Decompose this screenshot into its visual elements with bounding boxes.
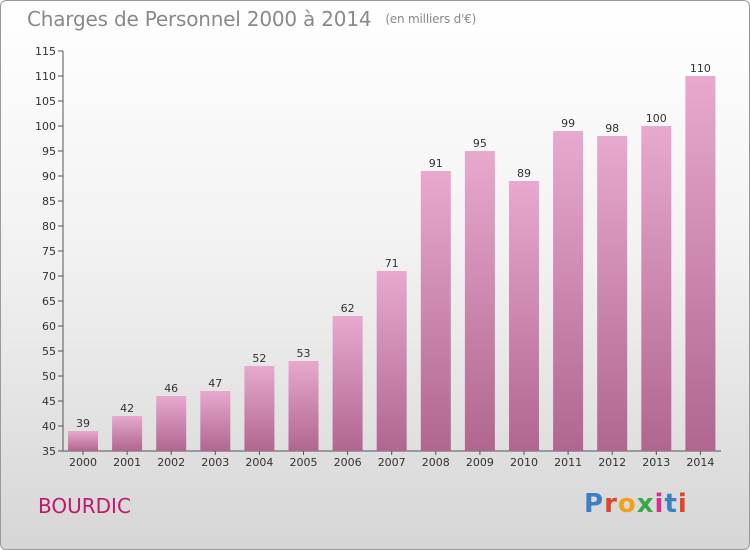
value-label: 91 — [429, 157, 443, 170]
value-label: 62 — [341, 302, 355, 315]
y-tick-label: 70 — [42, 270, 56, 283]
value-label: 95 — [473, 137, 487, 150]
y-tick-label: 110 — [35, 70, 56, 83]
x-tick-label: 2001 — [113, 456, 141, 469]
bar-2009 — [464, 151, 495, 451]
bar-2011 — [553, 131, 584, 451]
x-tick-label: 2014 — [686, 456, 714, 469]
bar-2003 — [200, 391, 231, 451]
bar-2004 — [244, 366, 275, 451]
y-tick-label: 55 — [42, 345, 56, 358]
bar-2001 — [112, 416, 143, 451]
x-tick-label: 2009 — [466, 456, 494, 469]
y-tick-label: 65 — [42, 295, 56, 308]
value-label: 39 — [76, 417, 90, 430]
y-tick-label: 85 — [42, 195, 56, 208]
value-label: 42 — [120, 402, 134, 415]
x-tick-label: 2007 — [378, 456, 406, 469]
chart-title-text: Charges de Personnel 2000 à 2014 — [27, 7, 372, 31]
bar-2010 — [509, 181, 539, 451]
x-tick-label: 2012 — [598, 456, 626, 469]
value-label: 71 — [385, 257, 399, 270]
logo-letter: P — [584, 489, 605, 519]
bars — [68, 76, 716, 451]
y-tick-label: 90 — [42, 170, 56, 183]
bar-2007 — [376, 271, 407, 451]
bar-2008 — [420, 171, 451, 451]
chart-title: Charges de Personnel 2000 à 2014 (en mill… — [27, 7, 476, 31]
bar-2000 — [68, 431, 98, 451]
value-label: 98 — [605, 122, 619, 135]
value-label: 100 — [646, 112, 667, 125]
x-tick-label: 2002 — [157, 456, 185, 469]
y-tick-label: 35 — [42, 445, 56, 458]
x-tick-label: 2003 — [201, 456, 229, 469]
bar-2013 — [641, 126, 672, 451]
y-tick-label: 80 — [42, 220, 56, 233]
bar-2012 — [597, 136, 628, 451]
bar-2005 — [288, 361, 319, 451]
commune-name: BOURDIC — [38, 494, 131, 518]
value-label: 52 — [252, 352, 266, 365]
axes: 35 40 45 50 55 60 65 70 75 80 85 90 95 100 105 110 115 20… — [35, 45, 721, 469]
y-tick-label: 105 — [35, 95, 56, 108]
y-tick-label: 50 — [42, 370, 56, 383]
logo-letter: x — [636, 489, 655, 519]
logo-letter: t — [664, 489, 678, 519]
value-label: 46 — [164, 382, 178, 395]
y-tick-label: 75 — [42, 245, 56, 258]
chart-unit: (en milliers d'€) — [385, 12, 477, 26]
value-label: 53 — [297, 347, 311, 360]
proxiti-logo[interactable]: Proxiti — [584, 489, 688, 519]
x-tick-label: 2006 — [334, 456, 362, 469]
x-tick-label: 2005 — [290, 456, 318, 469]
x-tick-label: 2000 — [69, 456, 97, 469]
logo-letter: i — [654, 489, 665, 519]
y-tick-label: 95 — [42, 145, 56, 158]
y-tick-label: 40 — [42, 420, 56, 433]
y-tick-label: 60 — [42, 320, 56, 333]
x-tick-label: 2010 — [510, 456, 538, 469]
bar-2002 — [156, 396, 187, 451]
logo-letter: r — [604, 489, 618, 519]
value-label: 89 — [517, 167, 531, 180]
bar-2006 — [332, 316, 363, 451]
x-tick-label: 2004 — [245, 456, 273, 469]
bar-2014 — [685, 76, 716, 451]
x-tick-label: 2008 — [422, 456, 450, 469]
value-label: 99 — [561, 117, 575, 130]
data-labels: 39 42 46 47 52 53 62 71 91 95 89 99 98 100 110 — [76, 62, 711, 430]
logo-letter: o — [617, 489, 637, 519]
y-tick-label: 115 — [35, 45, 56, 58]
x-tick-label: 2013 — [642, 456, 670, 469]
value-label: 110 — [690, 62, 711, 75]
logo-letter: i — [677, 489, 688, 519]
y-tick-label: 100 — [35, 120, 56, 133]
x-tick-label: 2011 — [554, 456, 582, 469]
y-tick-label: 45 — [42, 395, 56, 408]
value-label: 47 — [208, 377, 222, 390]
